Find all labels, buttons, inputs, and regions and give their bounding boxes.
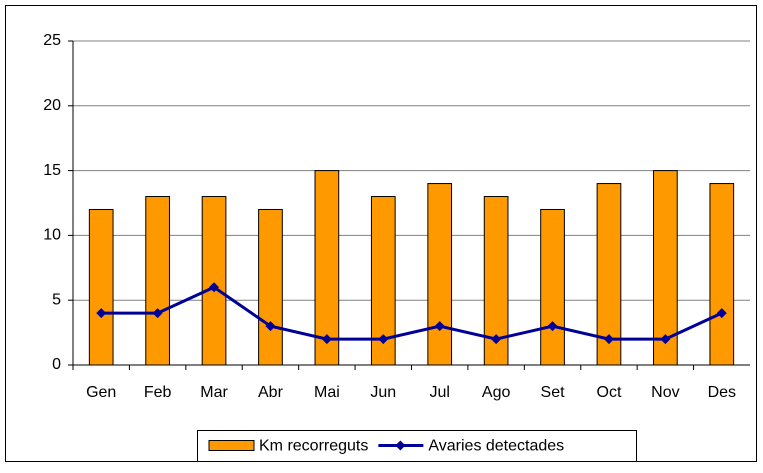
x-tick-label: Ago bbox=[482, 384, 511, 401]
marker bbox=[96, 308, 107, 319]
x-tick-label: Jul bbox=[429, 384, 449, 401]
x-tick-label: Mar bbox=[200, 384, 228, 401]
marker bbox=[547, 321, 558, 332]
x-tick-label: Nov bbox=[651, 384, 679, 401]
y-tick-label: 10 bbox=[43, 227, 61, 244]
y-tick-label: 5 bbox=[52, 291, 61, 308]
y-tick-label: 25 bbox=[43, 32, 61, 49]
marker bbox=[434, 321, 445, 332]
x-tick-label: Oct bbox=[597, 384, 622, 401]
bar bbox=[370, 196, 396, 366]
marker bbox=[660, 334, 671, 345]
bar bbox=[427, 183, 453, 366]
x-tick-label: Mai bbox=[314, 384, 340, 401]
bar bbox=[145, 196, 170, 366]
x-tick-label: Des bbox=[708, 384, 736, 401]
marker bbox=[152, 308, 163, 319]
x-tick-label: Abr bbox=[258, 384, 284, 401]
marker bbox=[716, 308, 727, 319]
y-tick-label: 20 bbox=[43, 97, 61, 114]
x-tick-label: Jun bbox=[370, 384, 396, 401]
bar bbox=[653, 170, 678, 366]
marker bbox=[378, 334, 389, 345]
bar bbox=[709, 183, 735, 366]
legend-swatch bbox=[208, 440, 255, 451]
x-tick-label: Feb bbox=[144, 384, 172, 401]
marker bbox=[209, 282, 220, 293]
bar bbox=[483, 196, 509, 366]
bar bbox=[88, 208, 114, 366]
bar bbox=[596, 183, 622, 366]
x-tick-label: Set bbox=[541, 384, 566, 401]
bar bbox=[258, 208, 283, 366]
marker bbox=[321, 334, 332, 345]
marker bbox=[491, 334, 502, 345]
marker bbox=[603, 334, 614, 345]
bar bbox=[314, 170, 340, 366]
bar bbox=[201, 196, 227, 366]
line bbox=[101, 285, 723, 341]
marker bbox=[265, 321, 276, 332]
x-tick-label: Gen bbox=[86, 384, 116, 401]
y-tick-label: 15 bbox=[43, 162, 61, 179]
legend-label: Km recorreguts bbox=[259, 438, 368, 455]
y-tick-label: 0 bbox=[52, 356, 61, 373]
bar bbox=[540, 208, 565, 366]
legend-marker bbox=[395, 440, 406, 451]
legend-label: Avaries detectades bbox=[428, 438, 564, 455]
